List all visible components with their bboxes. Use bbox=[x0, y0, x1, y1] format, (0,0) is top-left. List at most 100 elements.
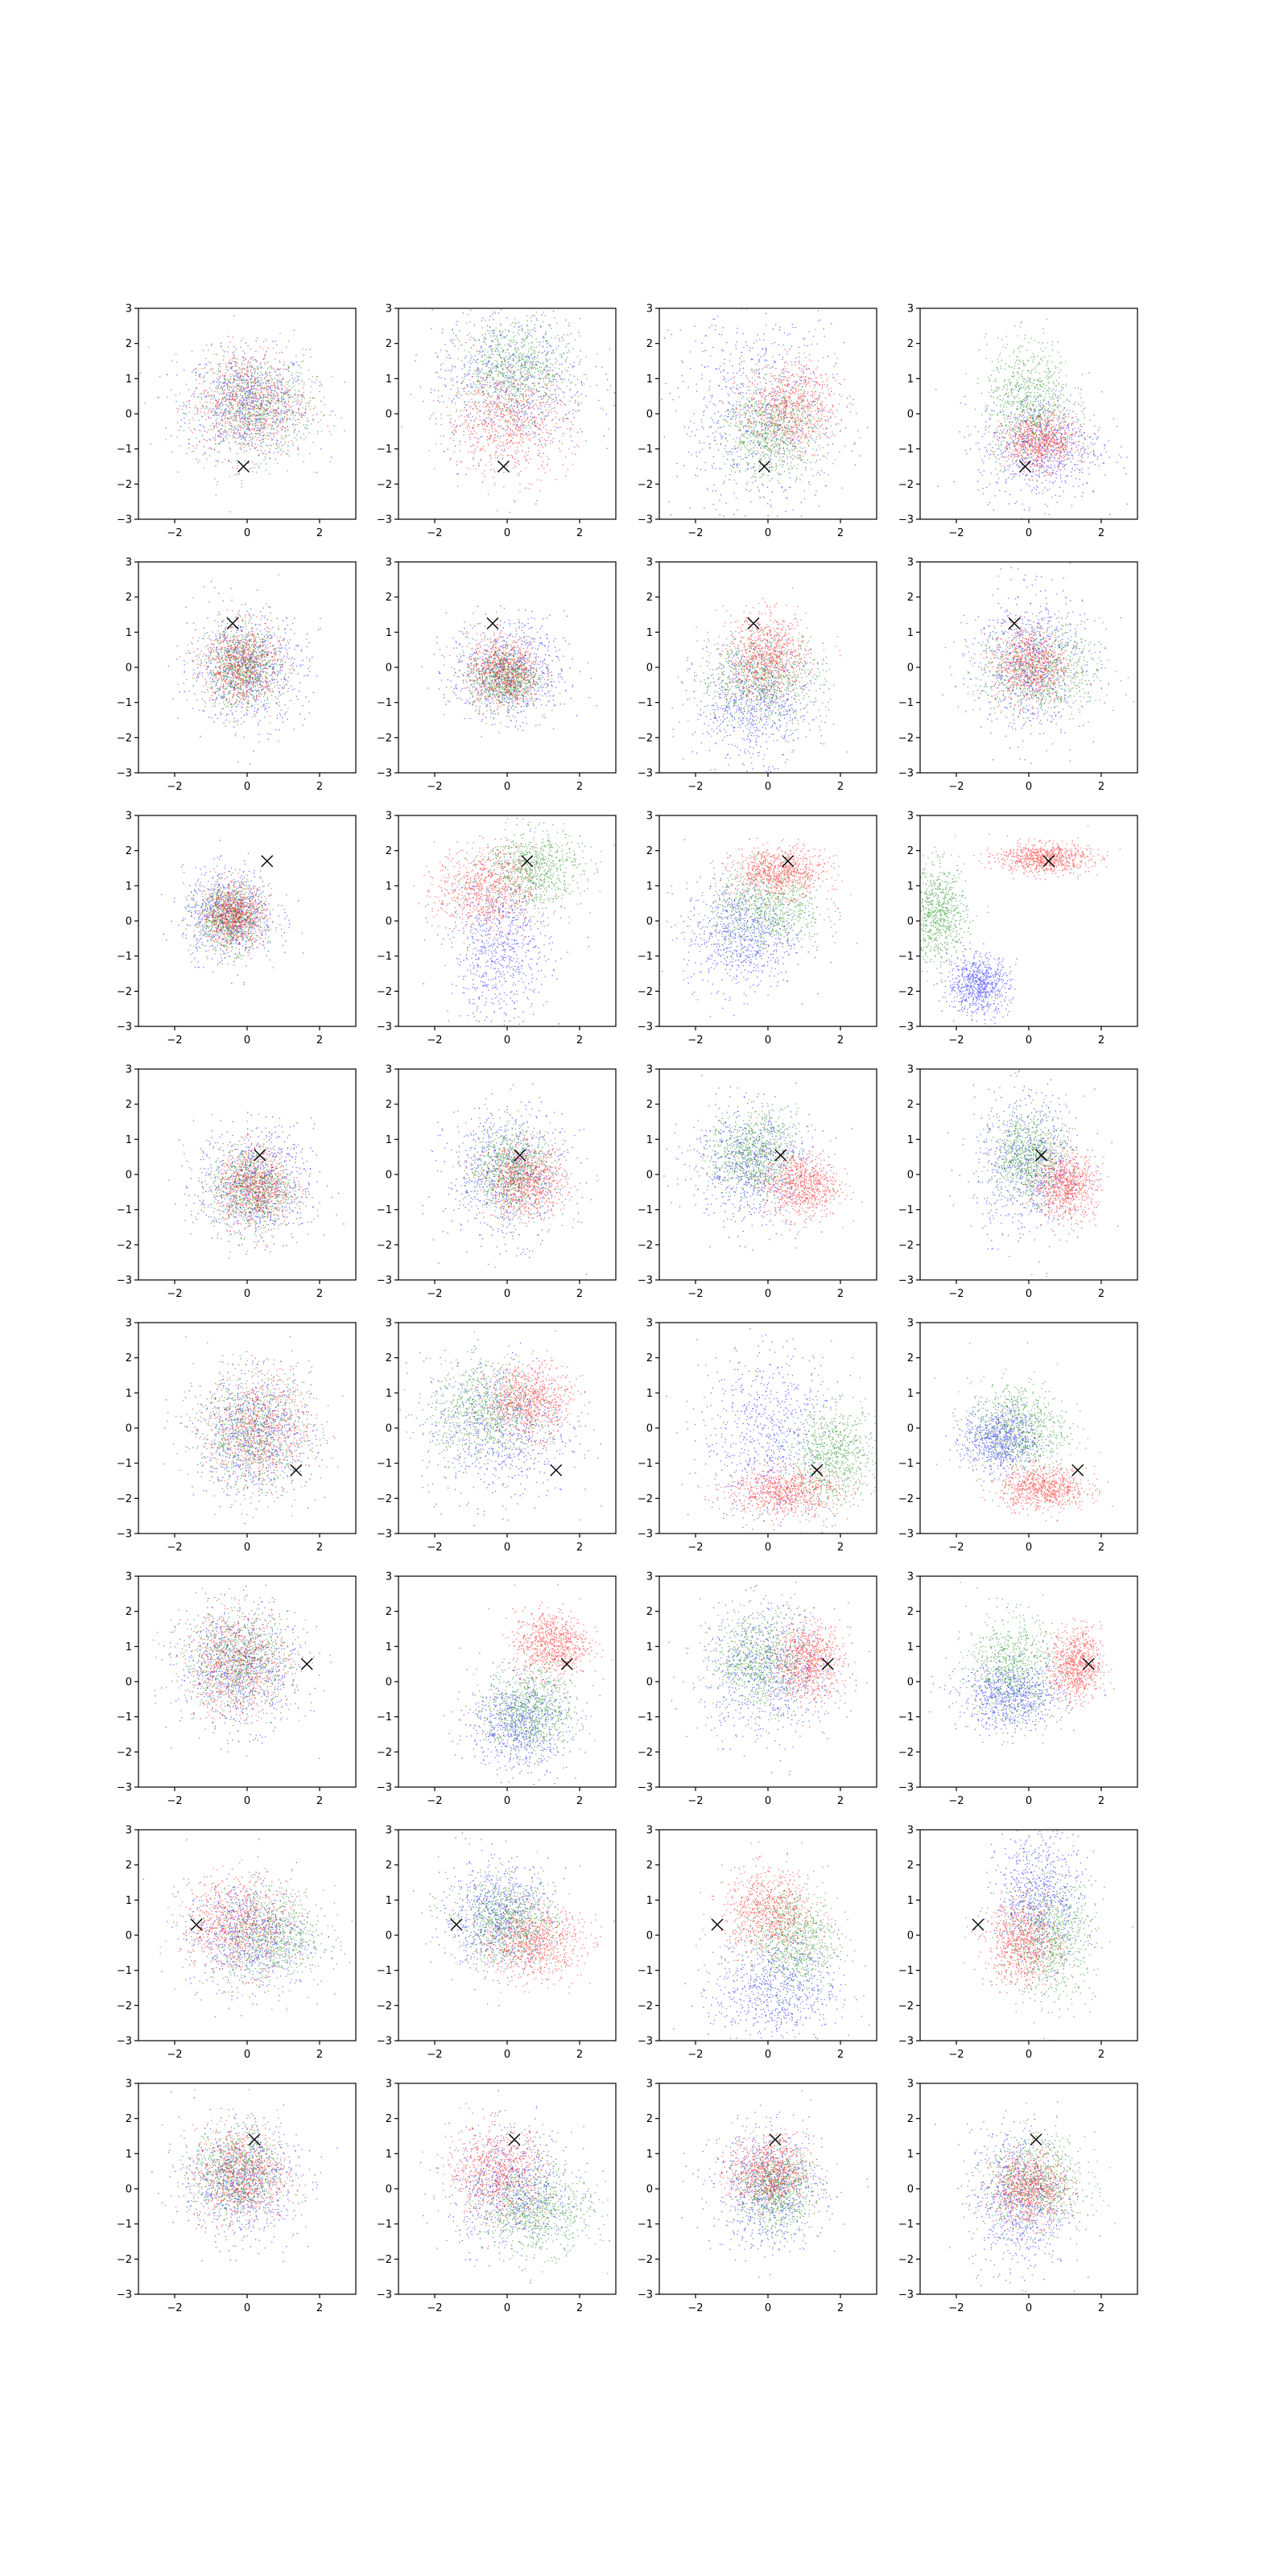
subplot-r8-c1: −2 0 2 −3 −2 −1 0 1 2 3 bbox=[117, 2079, 357, 2314]
y-tick-label: 1 bbox=[907, 1895, 914, 1907]
y-tick-label: −2 bbox=[638, 2000, 653, 2013]
scatter-dots-green bbox=[964, 2103, 1116, 2258]
series-blue bbox=[936, 939, 1018, 1025]
series-blue bbox=[929, 1641, 1106, 1745]
scatter-points bbox=[935, 1342, 1113, 1522]
subplot-r1-c3: −2 0 2 −3 −2 −1 0 1 2 3 bbox=[638, 303, 877, 539]
y-tick-label: −3 bbox=[638, 2289, 653, 2301]
y-tick-label: 0 bbox=[386, 663, 392, 675]
y-tick-label: 1 bbox=[907, 881, 914, 893]
y-tick-label: −3 bbox=[117, 1782, 132, 1794]
y-tick-label: 2 bbox=[386, 845, 392, 857]
scatter-points bbox=[964, 1830, 1133, 2041]
y-tick-label: 3 bbox=[126, 303, 132, 316]
x-tick-label: 2 bbox=[316, 1288, 323, 1300]
y-tick-label: 3 bbox=[646, 1825, 653, 1837]
series-red bbox=[449, 611, 560, 729]
x-marker bbox=[226, 617, 239, 630]
subplot-r1-c1: −2 0 2 −3 −2 −1 0 1 2 3 bbox=[117, 303, 357, 539]
scatter-points bbox=[421, 605, 597, 737]
subplot-r5-c2: −2 0 2 −3 −2 −1 0 1 2 3 bbox=[377, 1318, 617, 1554]
y-tick-label: −1 bbox=[898, 951, 914, 963]
series-blue bbox=[945, 1396, 1057, 1482]
x-tick-label: −2 bbox=[427, 2049, 442, 2061]
y-tick-label: −3 bbox=[638, 1022, 653, 1034]
y-tick-label: −2 bbox=[377, 1747, 392, 1759]
y-tick-label: 0 bbox=[646, 663, 653, 675]
series-red bbox=[714, 838, 843, 909]
scatter-dots-red bbox=[449, 611, 560, 729]
scatter-dots-blue bbox=[167, 581, 321, 765]
y-tick-label: −1 bbox=[117, 1458, 132, 1470]
scatter-points bbox=[167, 574, 321, 765]
y-tick-label: 1 bbox=[386, 374, 392, 386]
subplot-r2-c2: −2 0 2 −3 −2 −1 0 1 2 3 bbox=[377, 557, 617, 793]
series-red bbox=[462, 1122, 598, 1236]
scatter-dots-blue bbox=[980, 1830, 1133, 1997]
y-tick-label: −3 bbox=[377, 2036, 392, 2048]
subplot-r2-c3: −2 0 2 −3 −2 −1 0 1 2 3 bbox=[638, 557, 877, 793]
y-tick-label: −3 bbox=[377, 2289, 392, 2301]
y-tick-label: −3 bbox=[638, 768, 653, 780]
x-tick-label: −2 bbox=[687, 2049, 703, 2061]
y-tick-label: −2 bbox=[117, 986, 132, 998]
y-tick-label: 2 bbox=[126, 592, 132, 604]
y-tick-label: 1 bbox=[126, 1895, 132, 1907]
y-tick-label: −1 bbox=[638, 1458, 653, 1470]
x-tick-label: 2 bbox=[837, 2049, 844, 2061]
x-tick-label: −2 bbox=[167, 2302, 182, 2314]
scatter-dots-red bbox=[200, 1121, 315, 1247]
x-tick-label: 0 bbox=[504, 1795, 510, 1807]
subplot-r4-c4: −2 0 2 −3 −2 −1 0 1 2 3 bbox=[898, 1064, 1138, 1300]
subplot-r1-c2: −2 0 2 −3 −2 −1 0 1 2 3 bbox=[377, 303, 617, 539]
y-tick-label: −3 bbox=[638, 1275, 653, 1287]
scatter-dots-blue bbox=[668, 1582, 877, 1775]
x-tick-label: 0 bbox=[244, 1034, 250, 1046]
y-tick-label: −1 bbox=[638, 1204, 653, 1216]
scatter-dots-green bbox=[446, 624, 561, 724]
scatter-points bbox=[947, 1070, 1119, 1278]
y-tick-label: −3 bbox=[638, 1782, 653, 1794]
scatter-dots-blue bbox=[947, 1070, 1119, 1278]
series-blue bbox=[668, 1582, 877, 1775]
scatter-dots-red bbox=[1034, 1617, 1115, 1711]
y-tick-label: −1 bbox=[117, 2219, 132, 2231]
scatter-points bbox=[422, 1083, 598, 1275]
y-tick-label: 3 bbox=[646, 2079, 653, 2091]
series-green bbox=[949, 613, 1134, 729]
subplot-r3-c1: −2 0 2 −3 −2 −1 0 1 2 3 bbox=[117, 811, 357, 1046]
y-tick-label: −2 bbox=[117, 2254, 132, 2266]
y-tick-label: 3 bbox=[907, 1825, 914, 1837]
series-green bbox=[691, 328, 851, 501]
x-tick-label: −2 bbox=[948, 1288, 964, 1300]
y-tick-label: −2 bbox=[638, 733, 653, 745]
x-tick-label: 2 bbox=[837, 1034, 844, 1046]
y-tick-label: 1 bbox=[386, 1895, 392, 1907]
x-tick-label: 2 bbox=[837, 527, 844, 539]
scatter-dots-red bbox=[488, 1583, 613, 1694]
x-tick-label: 0 bbox=[765, 1542, 771, 1554]
y-tick-label: 1 bbox=[646, 1641, 653, 1653]
scatter-dots-green bbox=[965, 318, 1086, 494]
y-tick-label: 1 bbox=[126, 2149, 132, 2161]
y-tick-label: 3 bbox=[907, 557, 914, 569]
scatter-points bbox=[444, 1583, 613, 1785]
series-blue bbox=[661, 308, 869, 519]
y-tick-label: −2 bbox=[377, 2254, 392, 2266]
y-tick-label: −3 bbox=[117, 514, 132, 526]
subplot-r6-c2: −2 0 2 −3 −2 −1 0 1 2 3 bbox=[377, 1571, 617, 1807]
scatter-points bbox=[663, 1075, 863, 1251]
y-tick-label: 3 bbox=[907, 1571, 914, 1583]
y-tick-label: 0 bbox=[907, 2184, 914, 2196]
y-tick-label: 3 bbox=[907, 2079, 914, 2091]
y-tick-label: 0 bbox=[386, 916, 392, 928]
scatter-dots-blue bbox=[399, 1330, 602, 1526]
y-tick-label: 1 bbox=[907, 627, 914, 639]
scatter-dots-blue bbox=[163, 1336, 336, 1525]
y-tick-label: 2 bbox=[386, 1860, 392, 1872]
y-tick-label: 1 bbox=[646, 881, 653, 893]
y-tick-label: 0 bbox=[386, 2184, 392, 2196]
y-tick-label: 1 bbox=[386, 1641, 392, 1653]
y-tick-label: 2 bbox=[126, 338, 132, 350]
y-tick-label: 0 bbox=[126, 1423, 132, 1435]
